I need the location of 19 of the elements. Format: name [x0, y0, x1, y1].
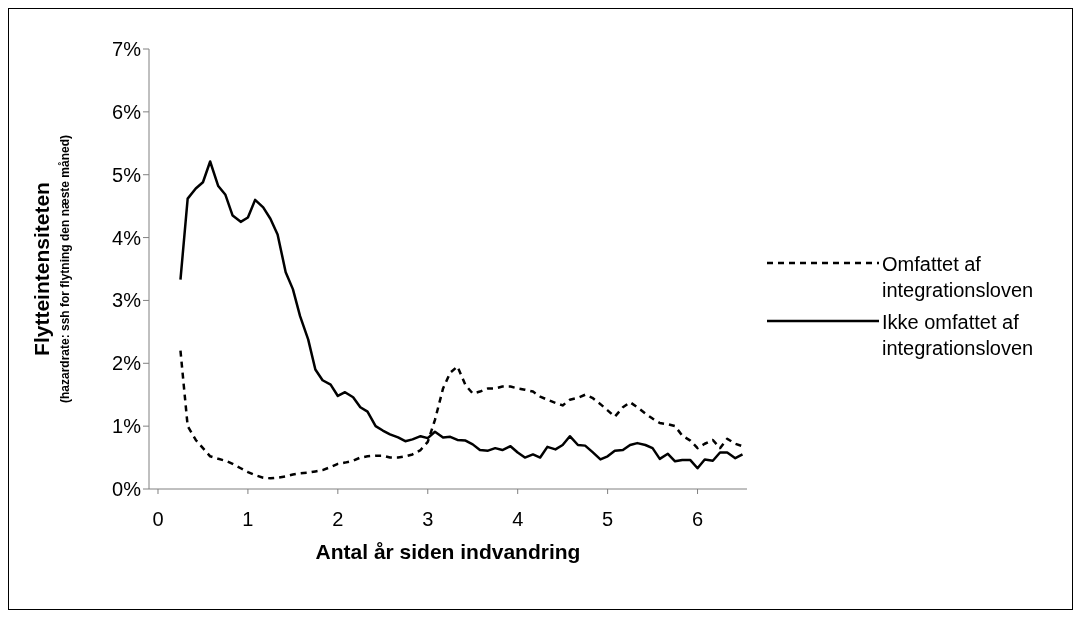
- y-tick-label: 2%: [112, 352, 142, 375]
- x-tick-label: 3: [422, 508, 434, 530]
- x-tick-label: 2: [332, 508, 344, 530]
- text: Omfattet af integrationsloven: [882, 252, 1035, 303]
- y-tick-label: 1%: [112, 415, 142, 438]
- x-tick-label: 1: [242, 508, 254, 530]
- x-tick-label: 5: [602, 508, 614, 530]
- y-axis-title: Flytteintensiteten (hazardrate: ssh for flytning den næste måned): [30, 134, 72, 404]
- y-tick-label: 3%: [112, 289, 142, 312]
- y-tick-label: 0%: [112, 478, 142, 500]
- y-tick-label: 5%: [112, 163, 142, 186]
- x-tick-label: 4: [512, 508, 524, 530]
- y-tick-label: 6%: [112, 100, 142, 123]
- x-tick-label: 6: [691, 508, 704, 530]
- x-axis-title: Antal år siden indvandring: [315, 540, 581, 563]
- y-tick-label: 7%: [112, 38, 142, 60]
- text: Ikke omfattet af integrationsloven: [882, 310, 1035, 361]
- y-tick-label: 4%: [112, 226, 142, 249]
- x-tick-label: 0: [152, 508, 164, 530]
